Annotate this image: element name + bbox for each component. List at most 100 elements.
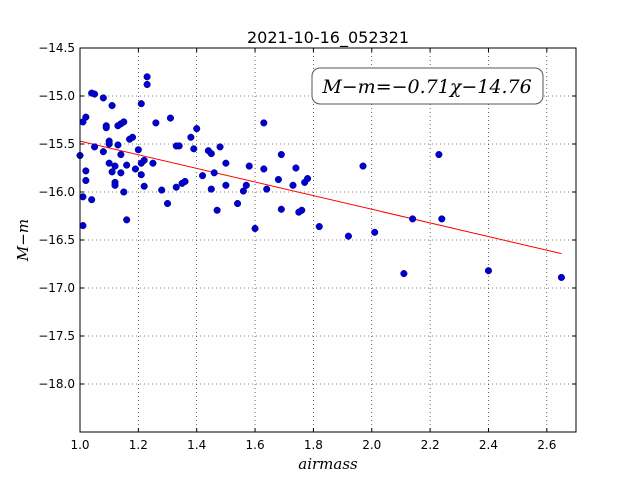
data-point bbox=[114, 141, 122, 149]
y-tick-label: −16.5 bbox=[38, 233, 75, 247]
data-point bbox=[277, 151, 285, 159]
y-tick-label: −17.5 bbox=[38, 329, 75, 343]
data-point bbox=[344, 232, 352, 240]
data-point bbox=[137, 100, 145, 108]
data-point bbox=[245, 162, 253, 170]
data-point bbox=[260, 119, 268, 127]
data-point bbox=[158, 186, 166, 194]
data-point bbox=[82, 113, 90, 121]
data-point bbox=[234, 199, 242, 208]
data-point bbox=[315, 223, 323, 231]
x-tick-label: 1.2 bbox=[129, 438, 148, 452]
data-point bbox=[557, 273, 565, 281]
fit-line bbox=[79, 140, 562, 255]
data-point bbox=[99, 148, 107, 156]
data-point bbox=[134, 146, 142, 154]
data-point bbox=[105, 159, 113, 167]
annotation-box bbox=[311, 67, 544, 105]
data-point bbox=[242, 181, 250, 189]
data-point bbox=[91, 143, 99, 151]
data-point bbox=[181, 177, 189, 185]
data-point bbox=[251, 224, 259, 233]
data-point bbox=[400, 270, 408, 278]
y-tick-label: −18.0 bbox=[38, 377, 75, 391]
data-point bbox=[120, 118, 128, 126]
x-tick-label: 1.6 bbox=[246, 438, 265, 452]
data-point bbox=[438, 215, 446, 223]
fit-annotation: M−m=−0.71χ−14.76 bbox=[311, 67, 544, 105]
data-point bbox=[152, 119, 160, 127]
data-point bbox=[163, 199, 172, 208]
x-tick-label: 1.8 bbox=[304, 438, 323, 452]
data-point bbox=[409, 215, 417, 223]
y-axis-label: M−m bbox=[14, 219, 32, 262]
data-point bbox=[274, 175, 282, 184]
x-axis-label: airmass bbox=[298, 455, 358, 473]
data-point bbox=[120, 188, 128, 196]
chart-title: 2021-10-16_052321 bbox=[247, 28, 409, 48]
data-point bbox=[172, 183, 180, 191]
data-point bbox=[210, 169, 218, 177]
data-point bbox=[131, 165, 139, 173]
y-tick-label: −16.0 bbox=[38, 185, 75, 199]
data-point bbox=[435, 151, 443, 159]
data-point bbox=[82, 176, 90, 185]
data-point bbox=[111, 162, 119, 170]
data-point bbox=[166, 114, 174, 122]
data-point bbox=[187, 133, 195, 141]
data-point bbox=[111, 181, 119, 189]
data-point bbox=[108, 102, 116, 110]
y-tick-label: −14.5 bbox=[38, 41, 75, 55]
annotation-text: M−m=−0.71χ−14.76 bbox=[321, 76, 531, 98]
data-point bbox=[143, 80, 151, 89]
x-tick-label: 2.4 bbox=[479, 438, 498, 452]
data-point bbox=[193, 125, 201, 133]
y-tick-label: −15.5 bbox=[38, 137, 75, 151]
data-point bbox=[239, 187, 247, 195]
x-tick-label: 2.2 bbox=[421, 438, 440, 452]
data-point bbox=[207, 185, 215, 193]
data-point bbox=[289, 181, 297, 189]
data-point bbox=[123, 161, 131, 169]
data-point bbox=[222, 159, 230, 167]
data-point bbox=[263, 185, 271, 193]
data-point bbox=[88, 196, 96, 204]
data-point bbox=[198, 172, 207, 180]
x-tick-label: 2.6 bbox=[537, 438, 556, 452]
x-tick-label: 1.4 bbox=[187, 438, 206, 452]
data-point bbox=[128, 133, 137, 141]
data-point bbox=[190, 145, 198, 153]
y-tick-label: −15.0 bbox=[38, 89, 75, 103]
data-point bbox=[108, 168, 116, 176]
data-point bbox=[298, 206, 306, 214]
data-point bbox=[140, 182, 148, 190]
data-point bbox=[79, 222, 87, 230]
data-point bbox=[117, 151, 125, 159]
x-tick-label: 2.0 bbox=[362, 438, 381, 452]
data-point bbox=[99, 94, 107, 102]
data-point bbox=[207, 150, 215, 158]
data-point bbox=[213, 206, 221, 214]
data-points bbox=[76, 73, 565, 281]
data-point bbox=[359, 162, 367, 170]
y-tick-label: −17.0 bbox=[38, 281, 75, 295]
data-point bbox=[484, 267, 493, 275]
data-point bbox=[123, 216, 131, 224]
x-tick-label: 1.0 bbox=[70, 438, 89, 452]
data-point bbox=[143, 73, 151, 81]
data-point bbox=[82, 167, 90, 175]
data-point bbox=[260, 165, 268, 173]
data-point bbox=[79, 193, 87, 201]
data-point bbox=[216, 143, 224, 151]
data-point bbox=[102, 124, 110, 132]
data-point bbox=[117, 169, 125, 177]
data-point bbox=[91, 90, 99, 98]
data-point bbox=[137, 171, 145, 179]
data-point bbox=[140, 156, 148, 164]
data-point bbox=[149, 159, 157, 167]
data-point bbox=[304, 175, 312, 183]
axis-ticks: 1.0 1.2 1.4 1.6 1.8 2.0 2.2 2.4 2.6 −14.5 −15.0 −15… bbox=[38, 41, 576, 452]
data-point bbox=[222, 181, 230, 189]
data-point bbox=[292, 164, 300, 172]
